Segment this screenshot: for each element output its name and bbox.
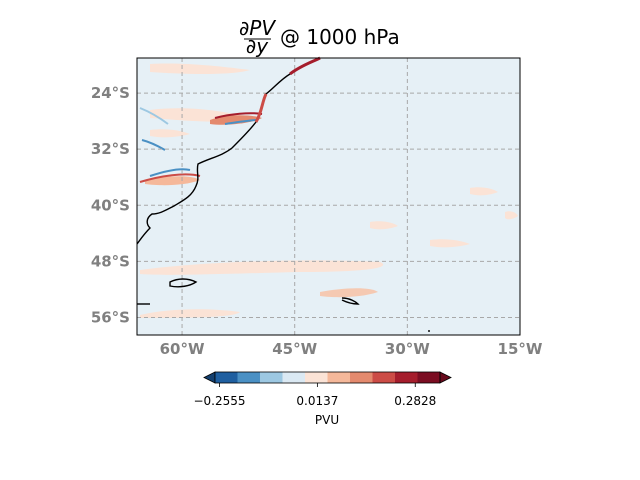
latitude-tick-label: 40°S bbox=[91, 196, 130, 214]
longitude-tick-label: 30°W bbox=[385, 340, 430, 358]
colorbar-segment bbox=[327, 372, 351, 383]
colorbar-under-arrow bbox=[203, 371, 216, 384]
longitude-tick-label: 45°W bbox=[272, 340, 317, 358]
field-patch-4 bbox=[145, 176, 200, 186]
field-patch-1 bbox=[140, 309, 240, 318]
colorbar-segment bbox=[215, 372, 238, 383]
ocean-background bbox=[137, 58, 520, 335]
pv-gradient-field bbox=[139, 63, 518, 318]
latitude-tick-label: 32°S bbox=[91, 140, 130, 158]
field-streak-1 bbox=[149, 168, 191, 177]
field-patch-7 bbox=[150, 129, 190, 138]
field-streak-0 bbox=[139, 173, 201, 183]
title-fraction-denominator: ∂y bbox=[246, 34, 269, 58]
colorbar: −0.2555 0.0137 0.2828 bbox=[193, 371, 452, 408]
colorbar-segment bbox=[395, 372, 418, 383]
coastline-segment-3 bbox=[341, 297, 360, 305]
coastline-segment-0 bbox=[136, 57, 321, 245]
coastal-gradient-edge bbox=[289, 56, 321, 76]
field-streak-5 bbox=[141, 139, 166, 151]
latitude-tick-label: 56°S bbox=[91, 308, 130, 326]
field-patch-5 bbox=[150, 63, 250, 74]
field-patch-8 bbox=[430, 239, 470, 248]
longitude-tick-label: 15°W bbox=[498, 340, 543, 358]
colorbar-segment bbox=[350, 372, 373, 383]
title-fraction-numerator: ∂PV bbox=[239, 16, 276, 40]
colorbar-tick-label: −0.2555 bbox=[193, 394, 245, 408]
map-panel bbox=[136, 56, 521, 336]
latitude-tick-label: 24°S bbox=[91, 84, 130, 102]
colorbar-segment bbox=[282, 372, 306, 383]
field-patch-0 bbox=[140, 260, 384, 275]
field-patch-2 bbox=[320, 288, 378, 298]
title-level: @ 1000 hPa bbox=[280, 25, 400, 49]
colorbar-segment bbox=[237, 372, 261, 383]
longitude-labels: 60°W 45°W 30°W 15°W bbox=[160, 340, 543, 358]
field-patch-11 bbox=[370, 221, 398, 230]
coastline bbox=[136, 56, 430, 332]
colorbar-label: PVU bbox=[315, 413, 339, 427]
colorbar-segment bbox=[305, 372, 328, 383]
colorbar-segment bbox=[260, 372, 283, 383]
chart-title: ∂PV ∂y @ 1000 hPa bbox=[239, 16, 400, 58]
colorbar-over-arrow bbox=[439, 371, 452, 384]
colorbar-tick-label: 0.0137 bbox=[296, 394, 338, 408]
field-streak-4 bbox=[139, 107, 169, 125]
longitude-tick-label: 60°W bbox=[160, 340, 205, 358]
field-patch-10 bbox=[505, 211, 518, 220]
colorbar-segment bbox=[417, 372, 441, 383]
latitude-labels: 24°S 32°S 40°S 48°S 56°S bbox=[91, 84, 130, 326]
coastline-segment-1 bbox=[169, 278, 198, 288]
colorbar-frame bbox=[214, 371, 441, 384]
coastal-gradient-edge bbox=[254, 93, 268, 123]
colorbar-segment bbox=[372, 372, 396, 383]
map-frame bbox=[136, 57, 521, 336]
map-gridlines bbox=[137, 58, 521, 335]
colorbar-tick-label: 0.2828 bbox=[394, 394, 436, 408]
latitude-tick-label: 48°S bbox=[91, 252, 130, 270]
field-patch-6 bbox=[210, 115, 262, 125]
field-patch-9 bbox=[470, 187, 498, 196]
